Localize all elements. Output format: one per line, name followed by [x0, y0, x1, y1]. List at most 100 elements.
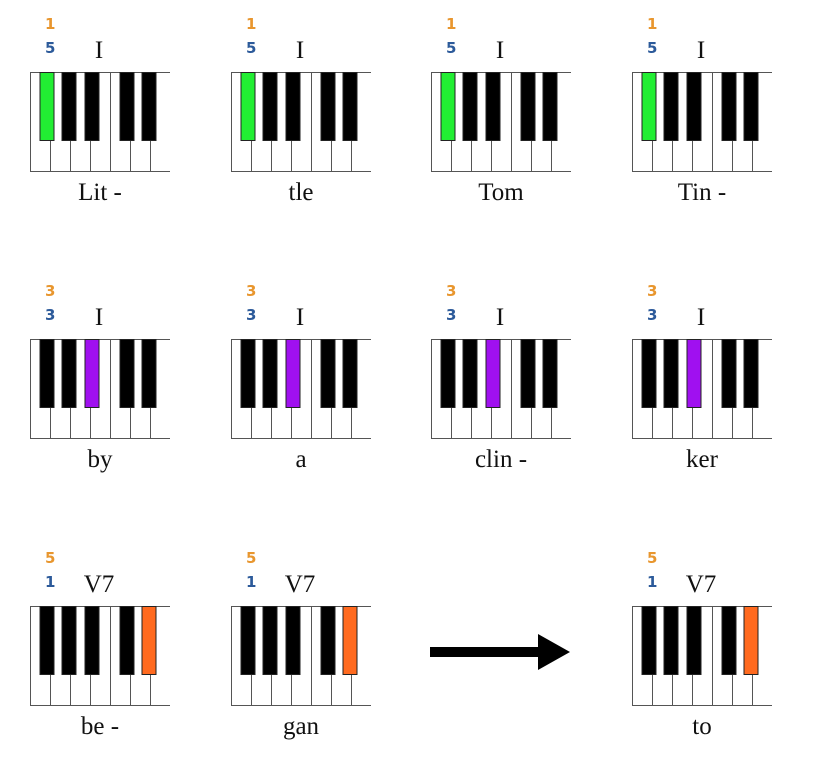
piano-keyboard — [632, 72, 772, 172]
highlighted-key — [84, 339, 100, 408]
piano-keyboard — [231, 72, 371, 172]
black-key-C-sharp — [240, 606, 256, 675]
piano-keyboard — [231, 606, 371, 706]
chord-label: I — [495, 37, 505, 64]
lyric-syllable: Tin - — [677, 179, 727, 206]
right-arrow-icon — [430, 634, 570, 670]
piano-keyboard — [231, 339, 371, 439]
black-key-A-sharp — [743, 339, 759, 408]
chord-label: I — [696, 304, 706, 331]
finger-number-right: 5 — [246, 549, 257, 567]
highlighted-key — [641, 72, 657, 141]
black-key-F-sharp — [84, 606, 100, 675]
finger-number-left: 1 — [647, 573, 658, 591]
finger-number-left: 3 — [446, 306, 457, 324]
black-key-G-sharp — [520, 339, 536, 408]
black-key-D-sharp — [61, 339, 77, 408]
black-key-G-sharp — [721, 606, 737, 675]
finger-number-left: 3 — [45, 306, 56, 324]
black-key-G-sharp — [520, 72, 536, 141]
chord-label: V7 — [83, 571, 115, 598]
black-key-G-sharp — [119, 72, 135, 141]
step-9: 5 1 V7 be - — [30, 551, 170, 771]
highlighted-key — [440, 72, 456, 141]
black-key-G-sharp — [119, 606, 135, 675]
step-2: 1 5 I tle — [231, 17, 371, 237]
step-7: 3 3 I clin - — [431, 284, 571, 504]
highlighted-key — [485, 339, 501, 408]
black-key-C-sharp — [440, 339, 456, 408]
black-key-C-sharp — [39, 606, 55, 675]
black-key-D-sharp — [462, 72, 478, 141]
chord-label: I — [94, 304, 104, 331]
black-key-C-sharp — [641, 339, 657, 408]
finger-number-left: 5 — [446, 39, 457, 57]
black-key-D-sharp — [262, 339, 278, 408]
lyric-syllable: tle — [288, 179, 314, 206]
lyric-syllable: Lit - — [78, 179, 122, 206]
black-key-C-sharp — [240, 339, 256, 408]
piano-keyboard — [632, 606, 772, 706]
black-key-F-sharp — [485, 72, 501, 141]
highlighted-key — [342, 606, 358, 675]
black-key-D-sharp — [462, 339, 478, 408]
black-key-F-sharp — [285, 606, 301, 675]
highlighted-key — [743, 606, 759, 675]
lyric-syllable: a — [295, 446, 307, 473]
finger-number-left: 5 — [647, 39, 658, 57]
highlighted-key — [240, 72, 256, 141]
piano-keyboard — [431, 339, 571, 439]
chord-label: V7 — [284, 571, 316, 598]
highlighted-key — [141, 606, 157, 675]
finger-number-right: 5 — [45, 549, 56, 567]
step-3: 1 5 I Tom — [431, 17, 571, 237]
black-key-D-sharp — [663, 606, 679, 675]
step-10: 5 1 V7 gan — [231, 551, 371, 771]
black-key-A-sharp — [141, 72, 157, 141]
black-key-D-sharp — [262, 72, 278, 141]
black-key-A-sharp — [542, 72, 558, 141]
black-key-F-sharp — [285, 72, 301, 141]
black-key-A-sharp — [743, 72, 759, 141]
black-key-G-sharp — [320, 72, 336, 141]
chord-label: I — [495, 304, 505, 331]
black-key-F-sharp — [84, 72, 100, 141]
lyric-syllable: gan — [282, 713, 320, 740]
piano-keyboard — [30, 606, 170, 706]
black-key-G-sharp — [119, 339, 135, 408]
black-key-A-sharp — [542, 339, 558, 408]
finger-number-left: 1 — [45, 573, 56, 591]
chord-label: I — [696, 37, 706, 64]
black-key-A-sharp — [342, 72, 358, 141]
finger-number-right: 1 — [45, 15, 56, 33]
black-key-G-sharp — [320, 339, 336, 408]
highlighted-key — [686, 339, 702, 408]
black-key-G-sharp — [721, 72, 737, 141]
piano-keyboard — [30, 72, 170, 172]
piano-keyboard — [632, 339, 772, 439]
highlighted-key — [39, 72, 55, 141]
finger-number-left: 3 — [246, 306, 257, 324]
black-key-D-sharp — [262, 606, 278, 675]
finger-number-left: 5 — [246, 39, 257, 57]
lyric-syllable: be - — [80, 713, 120, 740]
finger-number-right: 1 — [246, 15, 257, 33]
highlighted-key — [285, 339, 301, 408]
black-key-G-sharp — [320, 606, 336, 675]
chord-label: I — [94, 37, 104, 64]
step-4: 1 5 I Tin - — [632, 17, 772, 237]
black-key-A-sharp — [342, 339, 358, 408]
chord-label: I — [295, 304, 305, 331]
piano-keyboard — [431, 72, 571, 172]
lyric-syllable: by — [87, 446, 113, 473]
piano-keyboard — [30, 339, 170, 439]
finger-number-left: 1 — [246, 573, 257, 591]
step-6: 3 3 I a — [231, 284, 371, 504]
black-key-F-sharp — [686, 606, 702, 675]
finger-number-right: 1 — [647, 15, 658, 33]
finger-number-right: 3 — [446, 282, 457, 300]
chord-label: I — [295, 37, 305, 64]
finger-number-right: 5 — [647, 549, 658, 567]
black-key-D-sharp — [663, 72, 679, 141]
lyric-syllable: clin - — [474, 446, 528, 473]
